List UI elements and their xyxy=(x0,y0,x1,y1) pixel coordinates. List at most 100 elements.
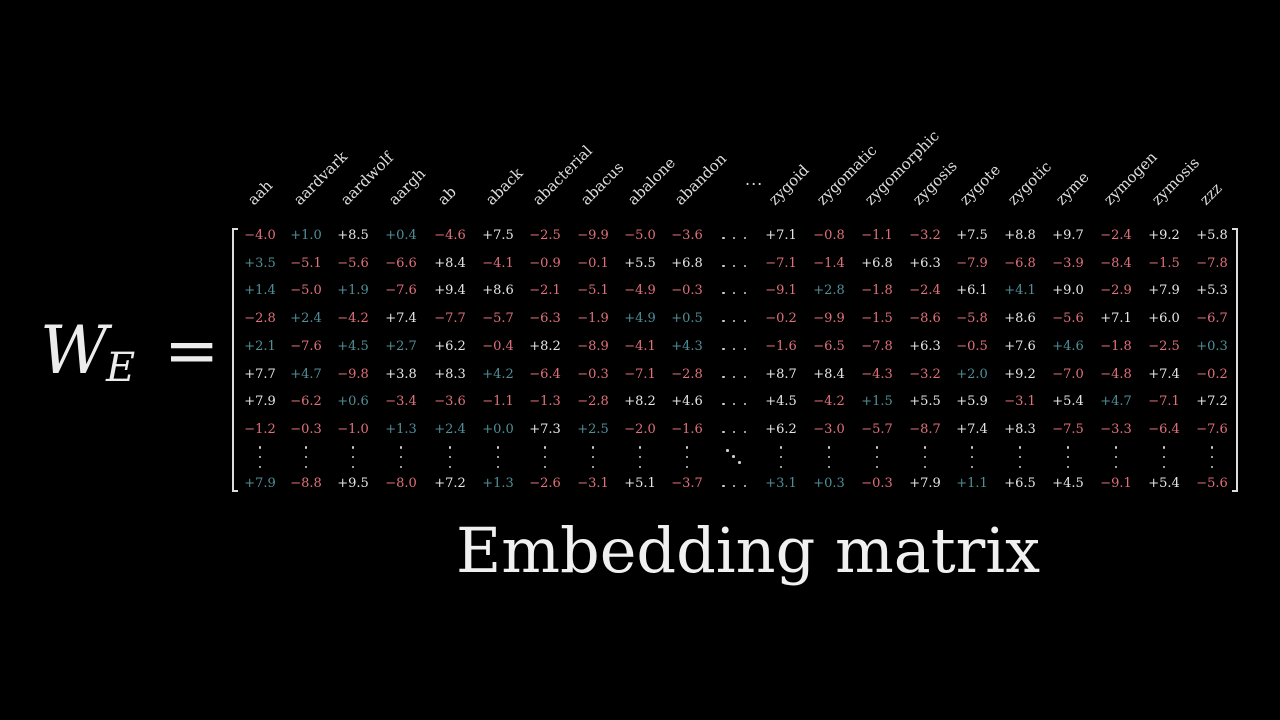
matrix-cell: +3.5 xyxy=(244,256,276,271)
vertical-ellipsis xyxy=(588,446,598,468)
matrix-cell: −1.0 xyxy=(337,422,369,437)
matrix-cell: +7.5 xyxy=(482,228,514,243)
matrix-cell: −2.5 xyxy=(529,228,561,243)
matrix-cell: −6.3 xyxy=(529,311,561,326)
matrix-cell: −0.3 xyxy=(671,283,703,298)
matrix-cell: +7.3 xyxy=(529,422,561,437)
matrix-cell: −3.3 xyxy=(1100,422,1132,437)
matrix-cell: +1.4 xyxy=(244,283,276,298)
matrix-cell: +7.4 xyxy=(385,311,417,326)
matrix-cell: +5.5 xyxy=(909,394,941,409)
matrix-cell: −5.6 xyxy=(337,256,369,271)
matrix-cell: −8.0 xyxy=(385,476,417,491)
matrix-cell: −3.2 xyxy=(909,228,941,243)
matrix-cell: −5.1 xyxy=(577,283,609,298)
matrix-cell: +9.4 xyxy=(434,283,466,298)
matrix-cell: +7.1 xyxy=(1100,311,1132,326)
matrix-cell: −3.9 xyxy=(1052,256,1084,271)
matrix-cell: +7.2 xyxy=(434,476,466,491)
matrix-cell: −4.2 xyxy=(337,311,369,326)
matrix-cell: −0.4 xyxy=(482,339,514,354)
matrix-cell: +2.4 xyxy=(434,422,466,437)
matrix-cell: +0.3 xyxy=(1196,339,1228,354)
matrix-cell: +5.1 xyxy=(624,476,656,491)
matrix-cell: −7.5 xyxy=(1052,422,1084,437)
matrix-cell: −1.6 xyxy=(671,422,703,437)
matrix-cell: −7.1 xyxy=(1148,394,1180,409)
matrix-cell: −3.1 xyxy=(577,476,609,491)
matrix-cell: +7.6 xyxy=(1004,339,1036,354)
matrix-cell: −5.7 xyxy=(482,311,514,326)
matrix-cell: +2.4 xyxy=(290,311,322,326)
matrix-cell: +5.4 xyxy=(1148,476,1180,491)
matrix-cell: −0.2 xyxy=(1196,367,1228,382)
vertical-ellipsis xyxy=(967,446,977,468)
matrix-cell: +1.5 xyxy=(861,394,893,409)
matrix-cell: −1.4 xyxy=(813,256,845,271)
vertical-ellipsis xyxy=(824,446,834,468)
horizontal-ellipsis xyxy=(722,401,746,407)
matrix-cell: +9.7 xyxy=(1052,228,1084,243)
matrix-cell: −7.0 xyxy=(1052,367,1084,382)
matrix-cell: +5.3 xyxy=(1196,283,1228,298)
matrix-cell: +0.0 xyxy=(482,422,514,437)
matrix-cell: −7.8 xyxy=(1196,256,1228,271)
column-ellipsis: ... xyxy=(745,170,764,189)
matrix-cell: −4.9 xyxy=(624,283,656,298)
matrix-cell: +7.4 xyxy=(956,422,988,437)
matrix-cell: −2.1 xyxy=(529,283,561,298)
horizontal-ellipsis xyxy=(722,290,746,296)
matrix-cell: −4.1 xyxy=(624,339,656,354)
matrix-cell: +5.5 xyxy=(624,256,656,271)
right-bracket xyxy=(1232,228,1238,492)
matrix-cell: −4.6 xyxy=(434,228,466,243)
matrix-cell: +8.2 xyxy=(529,339,561,354)
matrix-cell: −7.6 xyxy=(1196,422,1228,437)
matrix-cell: −1.6 xyxy=(765,339,797,354)
matrix-cell: −6.8 xyxy=(1004,256,1036,271)
matrix-cell: +6.8 xyxy=(671,256,703,271)
left-bracket xyxy=(232,228,238,492)
horizontal-ellipsis xyxy=(722,263,746,269)
matrix-cell: +8.7 xyxy=(765,367,797,382)
matrix-cell: +0.6 xyxy=(337,394,369,409)
matrix-cell: +8.6 xyxy=(1004,311,1036,326)
horizontal-ellipsis xyxy=(722,346,746,352)
matrix-cell: +7.1 xyxy=(765,228,797,243)
matrix-cell: −6.6 xyxy=(385,256,417,271)
matrix-cell: −6.4 xyxy=(1148,422,1180,437)
matrix-cell: +0.3 xyxy=(813,476,845,491)
matrix-cell: +1.9 xyxy=(337,283,369,298)
matrix-cell: +8.3 xyxy=(1004,422,1036,437)
matrix-cell: +1.1 xyxy=(956,476,988,491)
horizontal-ellipsis xyxy=(722,429,746,435)
matrix-cell: +7.2 xyxy=(1196,394,1228,409)
matrix-symbol-subscript: E xyxy=(106,345,136,391)
matrix-cell: −2.8 xyxy=(577,394,609,409)
matrix-cell: −8.6 xyxy=(909,311,941,326)
matrix-cell: −8.4 xyxy=(1100,256,1132,271)
matrix-cell: +6.8 xyxy=(861,256,893,271)
matrix-cell: −5.1 xyxy=(290,256,322,271)
vertical-ellipsis xyxy=(635,446,645,468)
matrix-cell: +3.8 xyxy=(385,367,417,382)
matrix-cell: −0.2 xyxy=(765,311,797,326)
matrix-cell: +2.0 xyxy=(956,367,988,382)
matrix-cell: −3.6 xyxy=(671,228,703,243)
matrix-cell: −3.0 xyxy=(813,422,845,437)
matrix-cell: −9.1 xyxy=(1100,476,1132,491)
matrix-cell: −5.6 xyxy=(1196,476,1228,491)
matrix-cell: +8.5 xyxy=(337,228,369,243)
horizontal-ellipsis xyxy=(722,483,746,489)
matrix-cell: −0.3 xyxy=(290,422,322,437)
matrix-cell: −2.9 xyxy=(1100,283,1132,298)
matrix-cell: +8.6 xyxy=(482,283,514,298)
vertical-ellipsis xyxy=(776,446,786,468)
vertical-ellipsis xyxy=(540,446,550,468)
matrix-cell: +5.9 xyxy=(956,394,988,409)
matrix-cell: −2.6 xyxy=(529,476,561,491)
matrix-cell: +4.9 xyxy=(624,311,656,326)
embedding-matrix: −4.0 +1.0 +8.5 +0.4 −4.6 +7.5 −2.5 −9.9 −5.0 −3.6… xyxy=(232,228,1238,492)
matrix-cell: −1.1 xyxy=(861,228,893,243)
vertical-ellipsis xyxy=(396,446,406,468)
